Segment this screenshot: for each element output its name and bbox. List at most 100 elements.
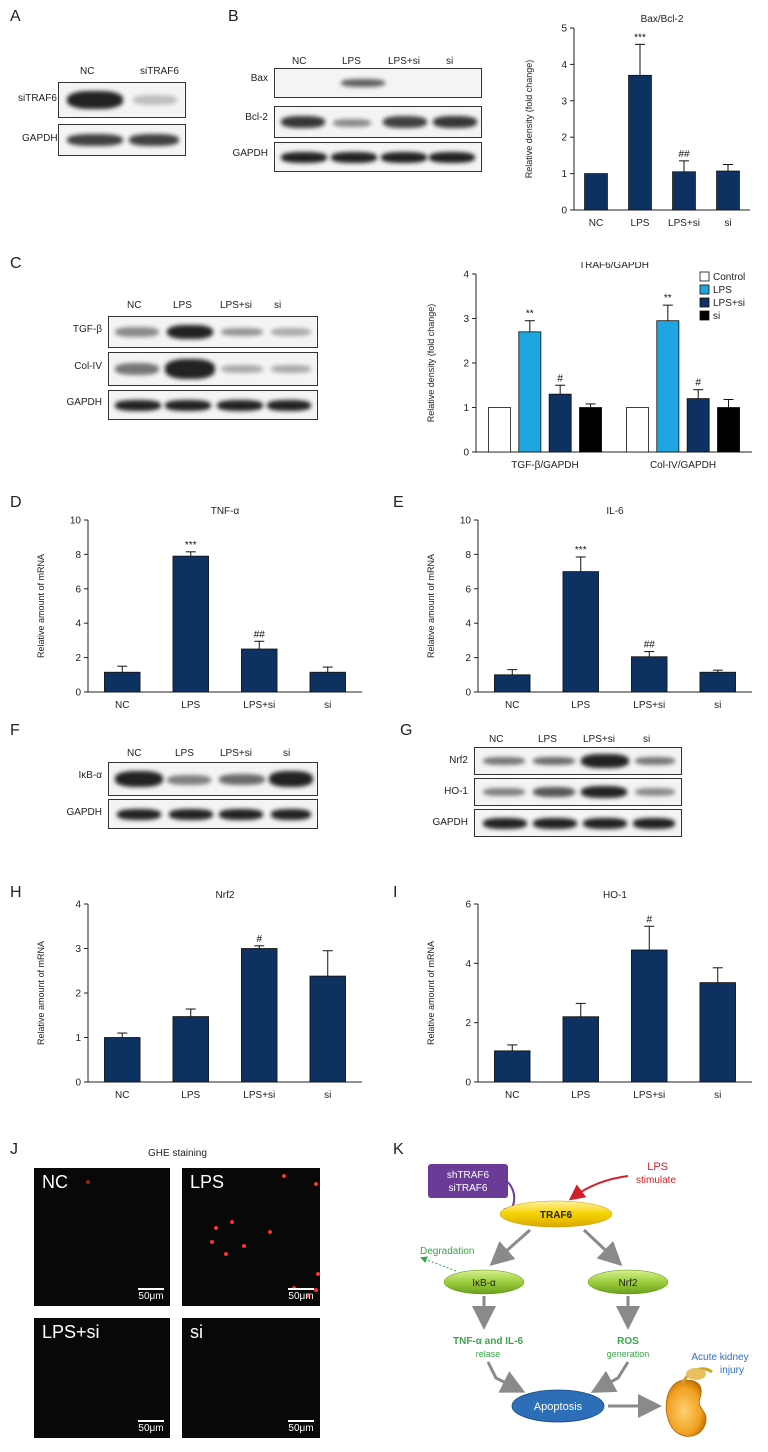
bar bbox=[548, 393, 572, 453]
x-tick-label: LPS bbox=[181, 700, 200, 711]
row-label: GAPDH bbox=[432, 817, 468, 828]
bar bbox=[104, 1037, 141, 1083]
blot-strip bbox=[474, 809, 682, 837]
micrograph-lps: LPS 50μm bbox=[182, 1168, 320, 1306]
apoptosis-node: Apoptosis bbox=[511, 1389, 605, 1423]
blot-strip bbox=[108, 316, 318, 348]
chart-title: TRAF6/GAPDH bbox=[579, 262, 649, 271]
chart-bax-bcl2: Bax/Bcl-2 Relative density (fold change) 0… bbox=[524, 14, 750, 229]
chart-tnf-alpha: TNF-α Relative amount of mRNA 0 2 4 6 8 10 NC ***… bbox=[36, 506, 362, 711]
row-label: GAPDH bbox=[66, 807, 102, 818]
y-tick-label: 6 bbox=[465, 900, 471, 911]
bar bbox=[562, 571, 599, 693]
x-tick-label: si bbox=[324, 700, 331, 711]
lane-label: NC bbox=[127, 300, 142, 311]
x-tick-label: NC bbox=[505, 700, 519, 711]
significance-label: ** bbox=[664, 293, 672, 304]
x-tick-label: NC bbox=[505, 1090, 519, 1101]
bar bbox=[241, 648, 278, 693]
y-tick-label: 2 bbox=[561, 133, 567, 144]
blot-strip bbox=[58, 82, 186, 118]
row-label: IκB-α bbox=[78, 770, 102, 781]
bar bbox=[628, 74, 652, 211]
bar bbox=[562, 1016, 599, 1083]
y-tick-label: 8 bbox=[75, 550, 81, 561]
scale-bar: 50μm bbox=[138, 1420, 164, 1434]
cytokine-label: TNF-α and IL-6 bbox=[453, 1336, 523, 1347]
x-tick-label: NC bbox=[115, 1090, 129, 1101]
y-tick-label: 6 bbox=[75, 584, 81, 595]
bar bbox=[584, 173, 608, 211]
ikb-label: IκB-α bbox=[472, 1278, 496, 1289]
y-tick-label: 1 bbox=[561, 169, 567, 180]
y-tick-label: 0 bbox=[75, 1078, 81, 1089]
x-tick-label: LPS bbox=[631, 218, 650, 229]
panel-letter-f: F bbox=[10, 722, 20, 739]
row-label: Bcl-2 bbox=[245, 112, 268, 123]
y-tick-label: 3 bbox=[463, 314, 469, 325]
bar bbox=[494, 1050, 531, 1083]
blot-strip bbox=[474, 747, 682, 775]
lane-label: LPS+si bbox=[583, 734, 615, 745]
nrf2-node: Nrf2 bbox=[587, 1269, 669, 1295]
legend-swatch bbox=[699, 271, 710, 282]
x-tick-label: LPS+si bbox=[633, 700, 665, 711]
nrf2-label: Nrf2 bbox=[619, 1278, 638, 1289]
stimulus-label: LPS bbox=[647, 1161, 668, 1173]
legend-label: Control bbox=[713, 272, 745, 283]
lane-label: LPS+si bbox=[388, 56, 420, 67]
x-tick-label: TGF-β/GAPDH bbox=[511, 460, 578, 471]
bar bbox=[518, 331, 542, 453]
y-tick-label: 2 bbox=[465, 1018, 471, 1029]
x-tick-label: si bbox=[324, 1090, 331, 1101]
y-tick-label: 4 bbox=[465, 619, 471, 630]
aki-label: injury bbox=[720, 1365, 744, 1376]
row-label: Nrf2 bbox=[449, 755, 468, 766]
bar bbox=[172, 1016, 209, 1083]
row-label: TGF-β bbox=[72, 324, 102, 335]
chart-title: HO-1 bbox=[603, 890, 627, 901]
lane-label: LPS bbox=[175, 748, 194, 759]
blot-strip bbox=[108, 799, 318, 829]
y-tick-label: 4 bbox=[463, 270, 469, 281]
blot-strip bbox=[108, 762, 318, 796]
panel-letter-c: C bbox=[10, 255, 22, 272]
y-tick-label: 1 bbox=[75, 1033, 81, 1044]
lane-label: NC bbox=[127, 748, 142, 759]
blot-strip bbox=[274, 142, 482, 172]
lane-label: si bbox=[643, 734, 651, 745]
x-tick-label: LPS+si bbox=[668, 218, 700, 229]
panel-letter-h: H bbox=[10, 884, 22, 901]
traf6-node: TRAF6 bbox=[499, 1200, 613, 1228]
x-tick-label: si bbox=[724, 218, 731, 229]
inhibitor-box: shTRAF6 siTRAF6 bbox=[428, 1164, 508, 1198]
panel-letter-i: I bbox=[393, 884, 398, 901]
y-axis-label: Relative density (fold change) bbox=[426, 304, 436, 423]
kidney-icon bbox=[665, 1367, 713, 1437]
ros-label: generation bbox=[607, 1349, 650, 1359]
significance-label: # bbox=[695, 378, 701, 389]
micrograph-label: si bbox=[190, 1322, 203, 1342]
bar bbox=[172, 555, 209, 693]
y-tick-label: 1 bbox=[463, 403, 469, 414]
y-tick-label: 10 bbox=[70, 516, 82, 527]
panel-letter-a: A bbox=[10, 8, 21, 25]
scale-bar: 50μm bbox=[288, 1288, 314, 1302]
x-tick-label: Col-IV/GAPDH bbox=[650, 460, 716, 471]
scale-bar: 50μm bbox=[138, 1288, 164, 1302]
y-tick-label: 8 bbox=[465, 550, 471, 561]
x-tick-label: si bbox=[714, 1090, 721, 1101]
scale-bar: 50μm bbox=[288, 1420, 314, 1434]
legend-swatch bbox=[699, 310, 710, 321]
bar bbox=[579, 407, 602, 453]
x-tick-label: LPS+si bbox=[633, 1090, 665, 1101]
bar bbox=[309, 975, 346, 1083]
y-tick-label: 0 bbox=[465, 1078, 471, 1089]
y-axis-label: Relative amount of mRNA bbox=[36, 941, 46, 1045]
chart-title: TNF-α bbox=[211, 506, 240, 517]
significance-label: ## bbox=[644, 640, 656, 651]
significance-label: # bbox=[256, 934, 262, 945]
bar bbox=[626, 407, 649, 453]
legend-label: si bbox=[713, 311, 720, 322]
x-tick-label: si bbox=[714, 700, 721, 711]
